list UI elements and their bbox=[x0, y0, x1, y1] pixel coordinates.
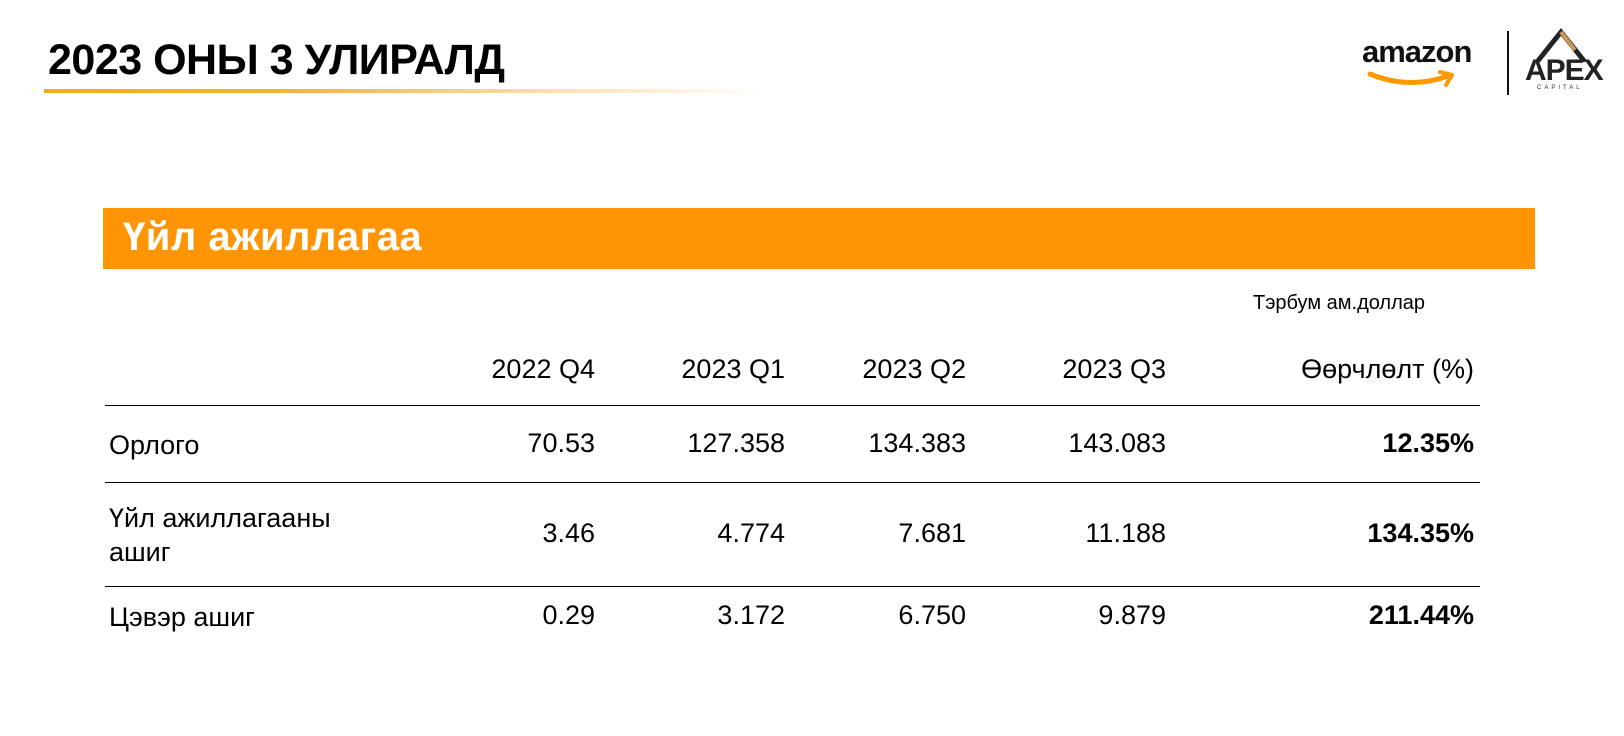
row-label-operating-income: Үйл ажиллагааны ашиг bbox=[109, 501, 331, 569]
amazon-logo: amazon bbox=[1360, 34, 1484, 90]
table-cell: 70.53 bbox=[527, 428, 595, 458]
table-rule-header bbox=[105, 405, 1480, 406]
amazon-smile-icon bbox=[1367, 70, 1454, 87]
row-label-net-income: Цэвэр ашиг bbox=[109, 602, 255, 632]
column-header-change: Өөрчлөлт (%) bbox=[1301, 354, 1474, 384]
table-rule-row2 bbox=[105, 586, 1480, 587]
section-title: Үйл ажиллагаа bbox=[123, 215, 423, 259]
column-header-2023-q1: 2023 Q1 bbox=[681, 354, 785, 384]
table-rule-row1 bbox=[105, 482, 1480, 483]
table-cell: 0.29 bbox=[542, 600, 595, 630]
logo-divider bbox=[1507, 31, 1509, 95]
row-label-line: ашиг bbox=[109, 537, 171, 567]
table-cell: 3.46 bbox=[542, 518, 595, 548]
units-note: Тэрбум ам.доллар bbox=[1253, 292, 1426, 314]
table-cell: 4.774 bbox=[717, 518, 785, 548]
table-cell-change: 211.44% bbox=[1368, 600, 1474, 630]
table-cell: 6.750 bbox=[898, 600, 966, 630]
table-cell: 11.188 bbox=[1085, 518, 1166, 548]
table-cell: 127.358 bbox=[687, 428, 785, 458]
table-cell-change: 134.35% bbox=[1367, 518, 1474, 548]
apex-subtitle: CAPITAL bbox=[1537, 85, 1583, 91]
apex-triangle-icon bbox=[1535, 28, 1587, 62]
table-cell: 143.083 bbox=[1068, 428, 1166, 458]
table-cell: 7.681 bbox=[898, 518, 966, 548]
table-cell-change: 12.35% bbox=[1382, 428, 1474, 458]
apex-wordmark: APEX bbox=[1525, 54, 1604, 87]
page-title: 2023 ОНЫ 3 УЛИРАЛД bbox=[48, 36, 505, 84]
amazon-wordmark: amazon bbox=[1362, 34, 1472, 69]
row-label-revenue: Орлого bbox=[109, 430, 200, 460]
title-underline bbox=[44, 89, 764, 93]
section-banner: Үйл ажиллагаа bbox=[103, 208, 1535, 269]
column-header-2023-q2: 2023 Q2 bbox=[862, 354, 966, 384]
column-header-2022-q4: 2022 Q4 bbox=[491, 354, 595, 384]
table-cell: 3.172 bbox=[717, 600, 785, 630]
column-header-2023-q3: 2023 Q3 bbox=[1062, 354, 1166, 384]
apex-capital-logo: APEX CAPITAL bbox=[1523, 28, 1604, 98]
table-cell: 9.879 bbox=[1098, 600, 1166, 630]
table-cell: 134.383 bbox=[868, 428, 966, 458]
row-label-line: Үйл ажиллагааны bbox=[109, 503, 331, 533]
logo-group: amazon APEX CAPITAL bbox=[1360, 28, 1610, 100]
